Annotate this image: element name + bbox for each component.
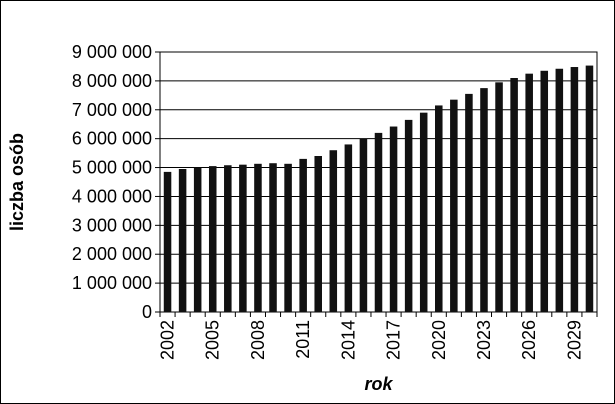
bar-2009 — [269, 163, 277, 312]
bar-2023 — [480, 88, 488, 312]
y-tick-label: 0 — [142, 302, 152, 322]
bar-2019 — [419, 112, 428, 313]
bar-2013 — [329, 150, 338, 312]
bar-2006 — [224, 165, 232, 312]
bar-2011 — [299, 158, 307, 312]
bars — [163, 65, 594, 313]
y-axis: 0 1 000 000 2 000 000 3 000 000 4 000 000 5 0… — [72, 42, 160, 322]
y-tick-label: 1 000 000 — [72, 273, 152, 293]
bar-2017 — [389, 126, 398, 313]
x-tick-label: 2026 — [519, 320, 539, 360]
x-axis-title: rok — [364, 374, 393, 394]
bar-2021 — [450, 99, 458, 313]
y-tick-label: 4 000 000 — [72, 186, 152, 206]
y-axis-title: liczba osób — [7, 133, 27, 231]
bar-2002 — [163, 171, 172, 312]
bar-2003 — [178, 169, 187, 312]
bar-2025 — [510, 78, 518, 312]
x-tick-label: 2029 — [564, 320, 584, 360]
bar-2029 — [570, 67, 579, 313]
x-tick-label: 2011 — [293, 320, 313, 359]
x-tick-label: 2023 — [474, 320, 494, 360]
bar-2008 — [254, 163, 262, 312]
bar-2015 — [359, 138, 368, 312]
bar-2007 — [239, 164, 247, 312]
x-tick-label: 2005 — [203, 320, 223, 360]
y-tick-label: 9 000 000 — [72, 42, 152, 62]
bar-2024 — [495, 82, 503, 312]
bar-2012 — [314, 156, 322, 312]
x-tick-label: 2002 — [158, 320, 178, 360]
bar-2004 — [193, 167, 202, 312]
y-tick-label: 2 000 000 — [72, 244, 152, 264]
y-tick-label: 5 000 000 — [72, 158, 152, 178]
y-tick-label: 8 000 000 — [72, 71, 152, 91]
x-tick-label: 2014 — [338, 320, 358, 360]
bar-2020 — [435, 105, 443, 312]
x-tick-label: 2020 — [429, 320, 449, 360]
x-axis: 2002 2005 2008 2011 2014 2017 2020 2023 2026 2029 — [158, 312, 598, 360]
bar-2026 — [525, 73, 533, 313]
y-tick-label: 7 000 000 — [72, 100, 152, 120]
bar-2028 — [555, 68, 564, 312]
y-tick-label: 6 000 000 — [72, 129, 152, 149]
bar-2005 — [208, 166, 217, 312]
bar-2027 — [540, 70, 549, 313]
bar-2030 — [585, 65, 594, 312]
bar-2022 — [465, 93, 473, 312]
bar-2010 — [284, 163, 292, 312]
x-tick-label: 2008 — [248, 320, 268, 360]
y-tick-label: 3 000 000 — [72, 215, 152, 235]
x-tick-label: 2017 — [384, 320, 404, 360]
bar-2018 — [404, 119, 413, 312]
bar-2014 — [344, 144, 353, 312]
bar-2016 — [374, 132, 383, 312]
